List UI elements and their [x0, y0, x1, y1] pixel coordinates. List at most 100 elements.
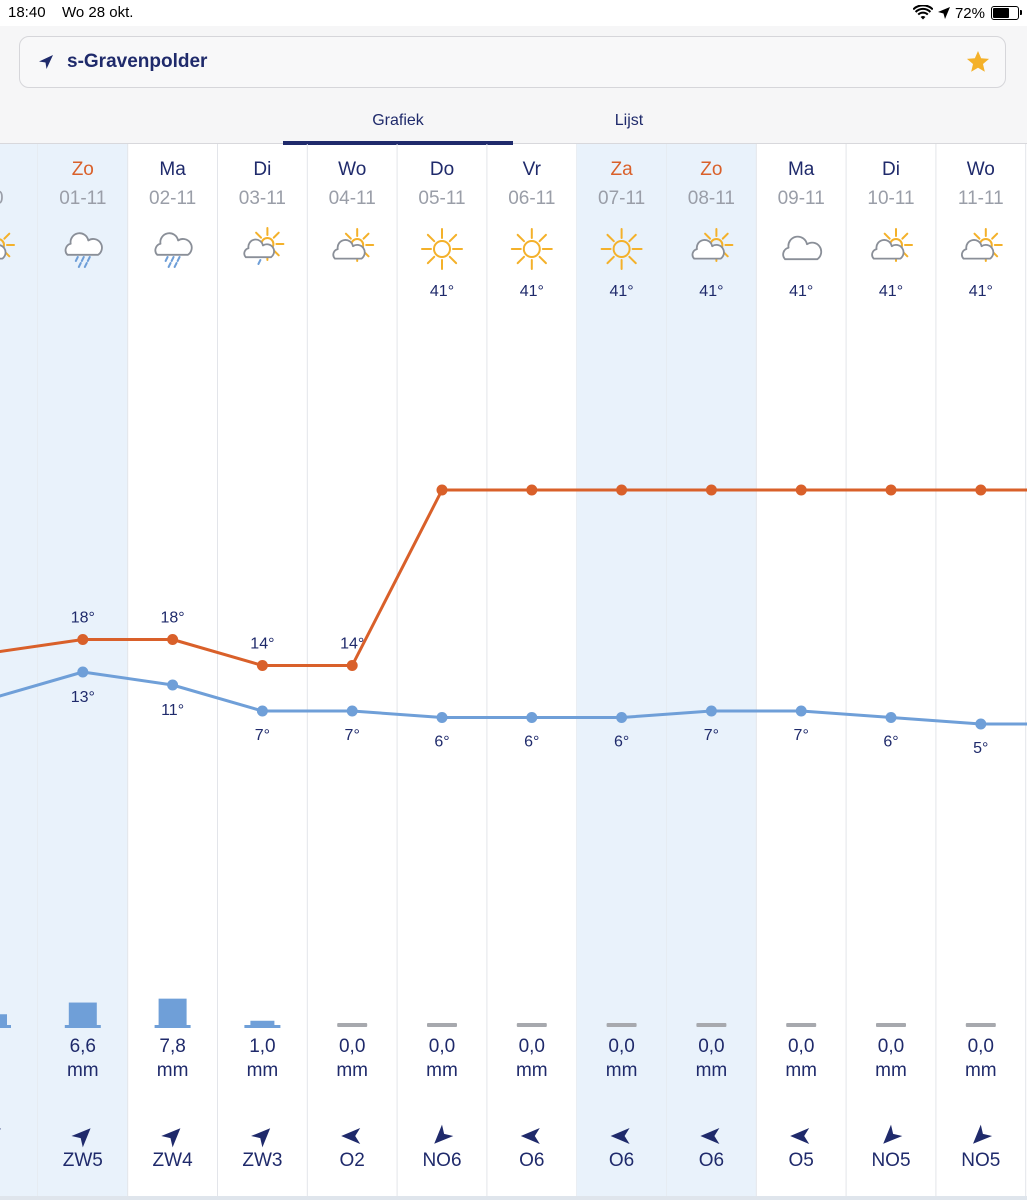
cloud-shape — [871, 239, 905, 260]
sun-ray — [883, 232, 891, 240]
bottom-strip — [0, 1196, 1027, 1200]
sun-disc — [612, 240, 631, 258]
max-temperature-label: 18° — [71, 610, 95, 627]
rain-amount: 0,0 — [608, 1036, 634, 1057]
max-temperature-point — [705, 484, 717, 496]
min-temperature-point — [167, 679, 179, 691]
max-temperature-point — [346, 660, 358, 671]
min-temperature-point — [975, 718, 987, 730]
rain-drop — [80, 256, 85, 262]
max-temperature-point — [256, 660, 268, 671]
rain-amount: 0,0 — [519, 1036, 545, 1057]
wifi-icon — [912, 5, 933, 20]
sun-ray — [3, 232, 11, 240]
day-name: Zo — [700, 159, 722, 180]
sun-ray — [255, 231, 263, 239]
day-date: 11-11 — [958, 188, 1004, 209]
day-date: 06-11 — [508, 188, 555, 209]
min-temperature-label: 6° — [434, 734, 449, 751]
cloud-shape — [782, 235, 823, 261]
wind-arrow-icon — [520, 1128, 540, 1144]
wind-arrow-shape — [161, 1128, 181, 1148]
active-tab-indicator — [283, 141, 513, 145]
rain-bar-base — [64, 1025, 101, 1028]
location-name[interactable]: s-Gravenpolder — [67, 51, 208, 72]
wind-arrow-shape — [251, 1128, 271, 1148]
location-arrow-icon[interactable] — [37, 53, 55, 71]
rain-amount: 6,6 — [70, 1036, 96, 1057]
min-temperature-label: 7° — [345, 727, 360, 744]
status-date: Wo 28 okt. — [62, 4, 134, 21]
header: s-Gravenpolder Grafiek Lijst — [0, 26, 1027, 145]
min-temperature-point — [616, 712, 628, 723]
sun-ray — [516, 255, 526, 265]
heavy-rain-icon — [64, 232, 103, 268]
rain-unit: mm — [785, 1060, 817, 1081]
sun-ray — [606, 233, 615, 243]
wind-arrow-shape — [341, 1128, 361, 1144]
day-name: Ma — [159, 159, 186, 180]
sun-ray — [628, 233, 637, 243]
day-name: Wo — [967, 159, 995, 180]
tab-lijst[interactable]: Lijst — [614, 112, 644, 129]
rain-unit: mm — [696, 1060, 728, 1081]
wind-label: O6 — [519, 1150, 544, 1171]
min-temperature-point — [705, 705, 717, 717]
rain-bar — [250, 1020, 275, 1026]
battery-icon — [991, 6, 1022, 20]
location-arrow-icon — [937, 7, 950, 19]
no-rain-marker — [606, 1023, 637, 1027]
day-name: Wo — [338, 159, 366, 180]
wind-arrow-shape — [700, 1128, 720, 1144]
day-date: 03-11 — [239, 188, 286, 209]
rain-amount: 0,0 — [339, 1036, 365, 1057]
day-date: 04-11 — [329, 188, 376, 209]
wind-arrow-icon — [71, 1128, 91, 1148]
sun-ray — [606, 255, 615, 265]
min-temperature-point — [885, 712, 897, 723]
wind-arrow-icon — [883, 1124, 903, 1144]
rain-bar — [158, 998, 187, 1026]
day-name: Vr — [523, 159, 542, 180]
sun-ray — [704, 232, 712, 240]
min-temperature-label: 6° — [524, 734, 539, 751]
max-temperature-point — [795, 484, 807, 496]
min-temperature-point — [346, 705, 358, 717]
star-icon[interactable] — [965, 49, 991, 75]
max-temperature-label: 14° — [340, 636, 364, 653]
sun-ray — [538, 255, 547, 265]
wind-label: O6 — [699, 1150, 724, 1171]
location-search-box[interactable]: s-Gravenpolder — [19, 36, 1006, 88]
wind-label: O6 — [609, 1150, 634, 1171]
forecast-chart: a10Zo01-11Ma02-11Di03-11Wo04-11Do05-11Vr… — [0, 144, 1027, 1200]
wind-arrow-shape — [71, 1128, 91, 1148]
rain-amount: 0,0 — [878, 1036, 904, 1057]
rain-drop — [86, 256, 91, 262]
cloud-shape — [0, 244, 7, 260]
wind-label: NO5 — [871, 1150, 910, 1171]
max-temperature-point — [975, 484, 987, 496]
wind-arrow-shape — [610, 1128, 630, 1144]
min-temperature-point — [256, 705, 268, 717]
sun-icon — [510, 228, 553, 270]
no-rain-marker — [965, 1023, 996, 1027]
day-name: Ma — [788, 159, 815, 180]
tab-grafiek[interactable]: Grafiek — [372, 112, 424, 129]
max-temperature-label: 41° — [520, 283, 544, 300]
day-name: Di — [882, 159, 900, 180]
cloud-icon — [782, 235, 823, 261]
sun-rain-icon — [243, 227, 285, 265]
rain-drop — [173, 262, 178, 268]
wind-arrow-shape — [434, 1124, 454, 1144]
status-right: 72% — [912, 3, 1022, 23]
sun-disc — [522, 240, 541, 258]
rain-unit: mm — [336, 1060, 368, 1081]
rain-bar-base — [0, 1025, 11, 1028]
day-name: Zo — [72, 159, 94, 180]
rain-drop — [83, 262, 88, 268]
day-name: Di — [253, 159, 271, 180]
cloud-shape — [961, 239, 995, 260]
max-temperature-label: 41° — [789, 283, 813, 300]
min-temperature-line — [0, 670, 1027, 726]
rain-unit: mm — [516, 1060, 548, 1081]
